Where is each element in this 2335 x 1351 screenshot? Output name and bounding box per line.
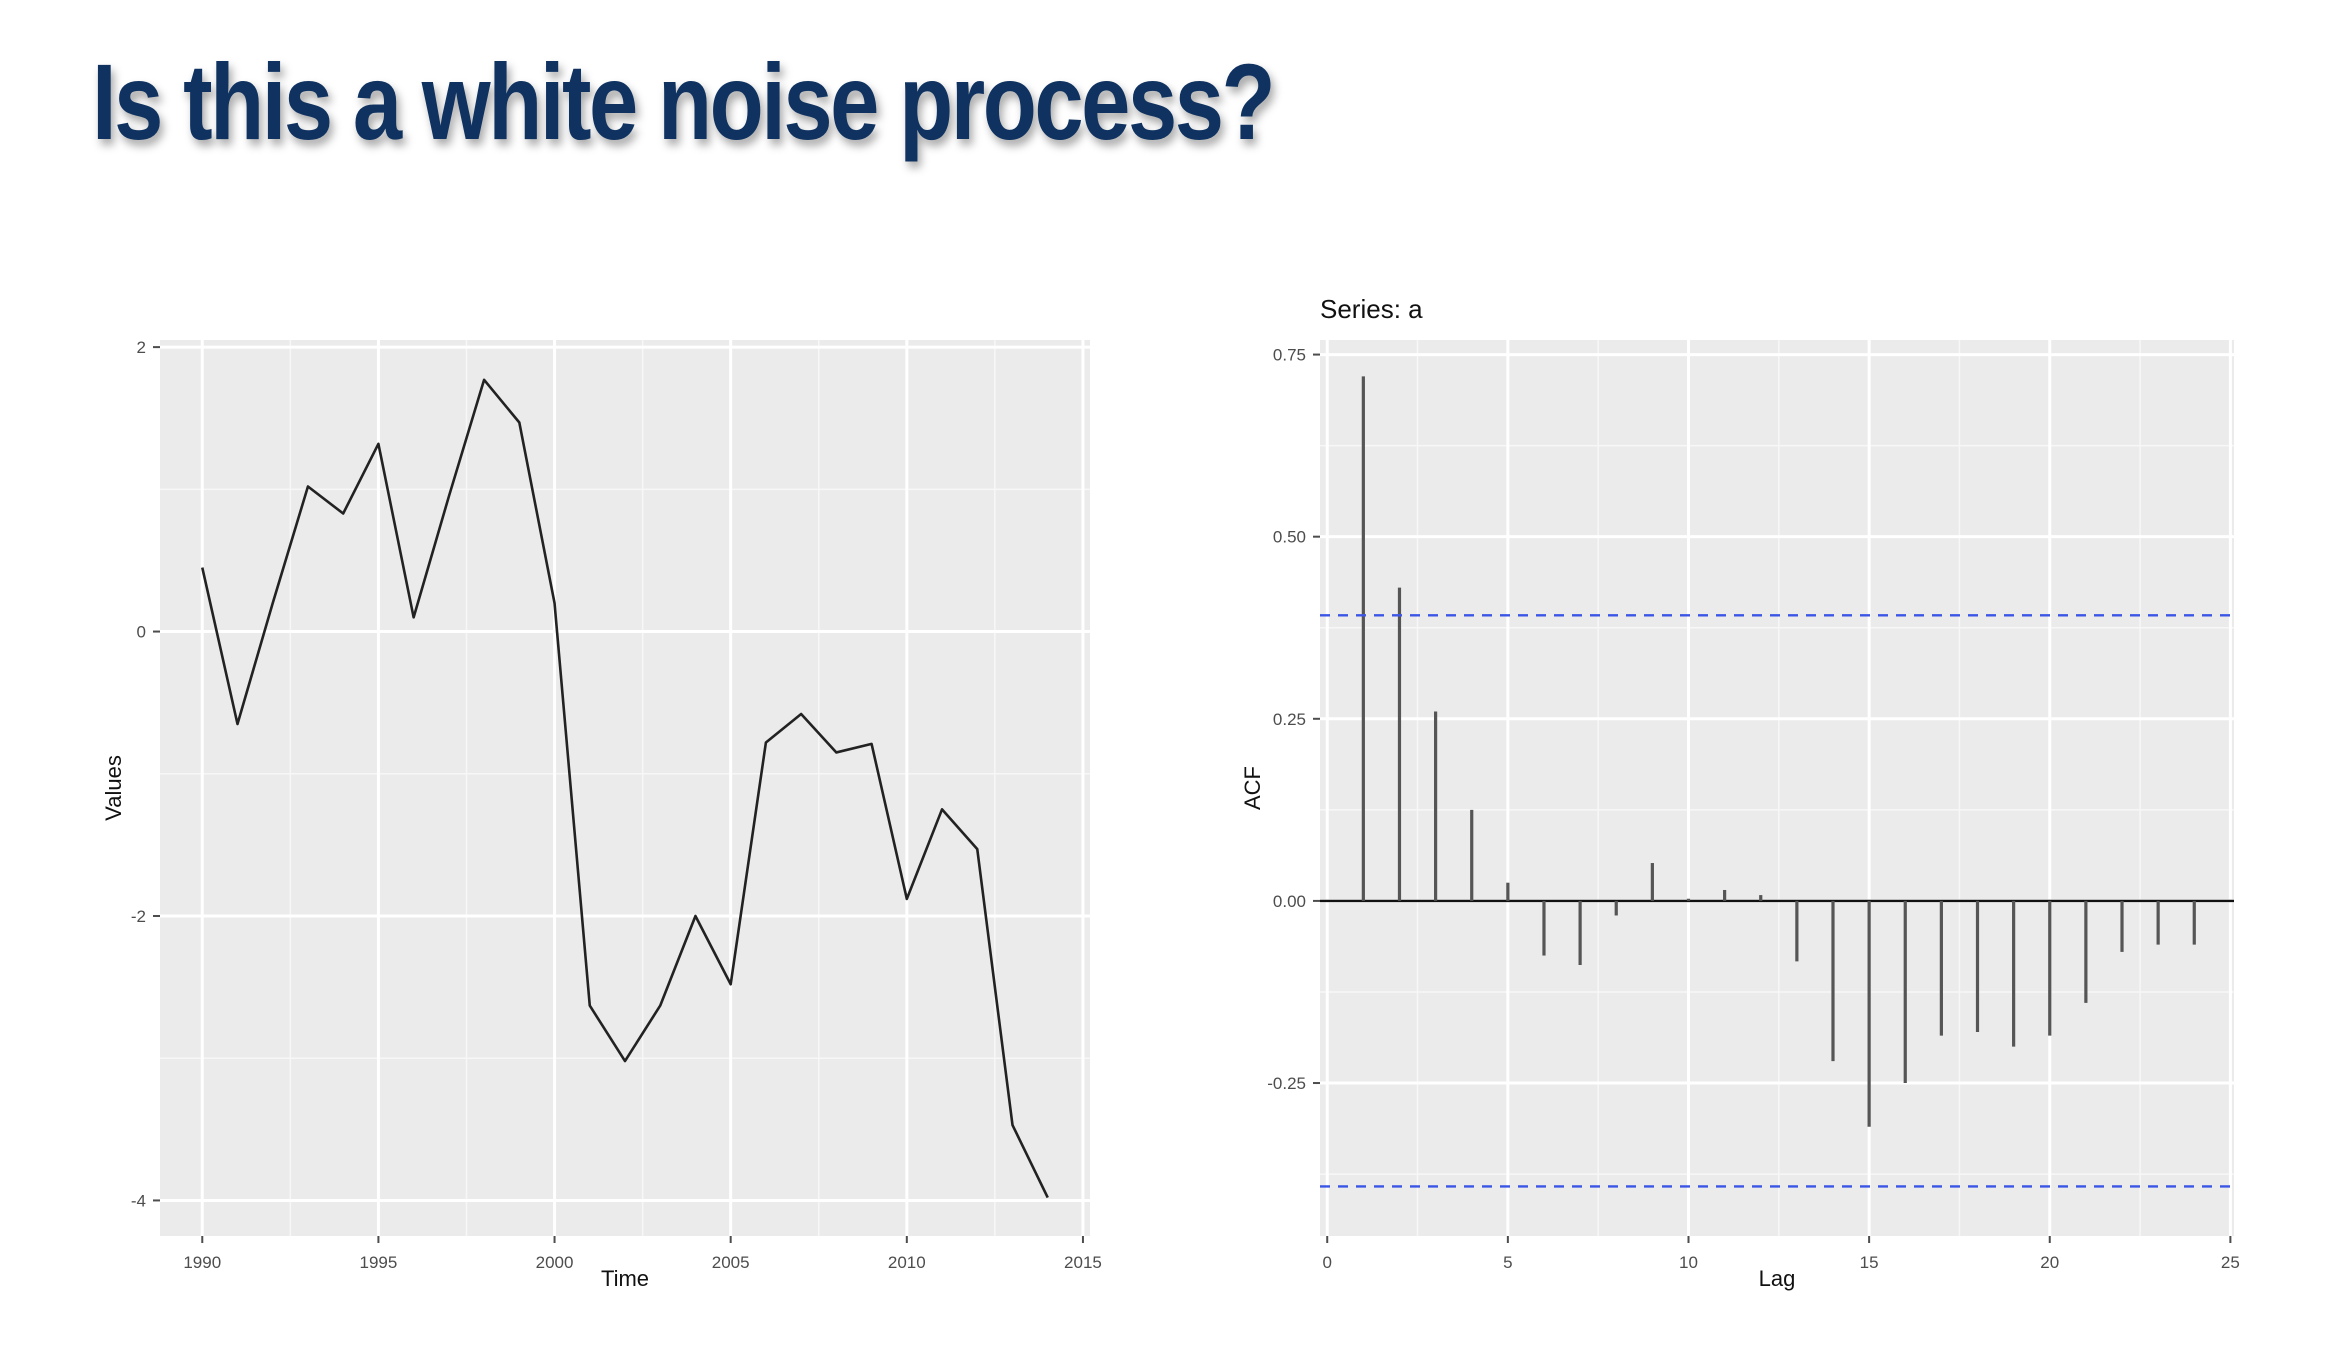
y-tick-label: -0.25: [1267, 1074, 1306, 1093]
x-axis-label: Time: [601, 1266, 649, 1291]
y-tick-label: -4: [131, 1191, 146, 1210]
y-axis-label: Values: [101, 755, 126, 821]
y-tick-label: 0: [137, 623, 146, 642]
y-tick-label: 0.75: [1273, 346, 1306, 365]
x-tick-label: 2015: [1064, 1253, 1102, 1272]
series-line: [201, 378, 1049, 1199]
x-tick-label: 5: [1503, 1253, 1512, 1272]
y-tick-label: 2: [137, 338, 146, 357]
x-tick-label: 10: [1679, 1253, 1698, 1272]
x-tick-label: 15: [1860, 1253, 1879, 1272]
plot-panel: [1320, 340, 2234, 1236]
x-tick-label: 25: [2221, 1253, 2240, 1272]
x-tick-label: 0: [1322, 1253, 1331, 1272]
chart-title: Series: a: [1320, 294, 1423, 324]
y-tick-label: 0.00: [1273, 892, 1306, 911]
y-tick-label: 0.50: [1273, 528, 1306, 547]
x-tick-label: 2005: [712, 1253, 750, 1272]
x-tick-label: 2000: [536, 1253, 574, 1272]
y-tick-label: 0.25: [1273, 710, 1306, 729]
x-tick-label: 1990: [183, 1253, 221, 1272]
y-tick-label: -2: [131, 907, 146, 926]
slide-title: Is this a white noise process?: [92, 41, 1276, 162]
y-axis-label: ACF: [1240, 766, 1265, 810]
x-tick-label: 1995: [359, 1253, 397, 1272]
x-tick-label: 20: [2040, 1253, 2059, 1272]
x-tick-label: 2010: [888, 1253, 926, 1272]
x-axis-label: Lag: [1759, 1266, 1796, 1291]
